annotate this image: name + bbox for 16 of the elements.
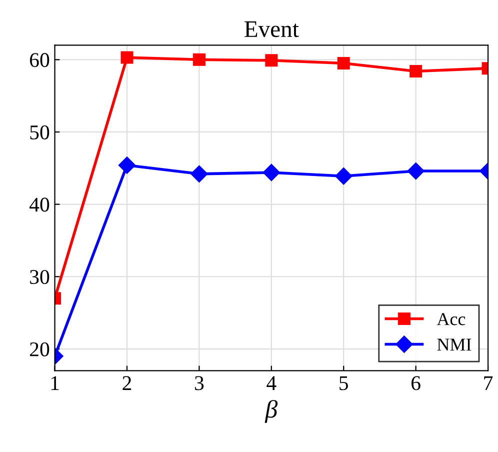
- y-tick-label: 50: [30, 125, 50, 140]
- x-tick-label: 6: [412, 376, 420, 390]
- x-tick-label: 4: [266, 376, 276, 390]
- legend-label: Acc: [436, 313, 466, 326]
- y-tick-label: 20: [30, 342, 50, 356]
- chart-title: Event: [244, 21, 299, 38]
- legend-label: NMI: [437, 338, 472, 351]
- x-axis-title: β: [264, 400, 278, 423]
- x-tick-label: 5: [340, 376, 348, 390]
- y-tick-label: 30: [30, 270, 50, 284]
- x-tick-label: 7: [484, 376, 493, 390]
- x-tick-label: 2: [122, 376, 132, 390]
- x-tick-label: 1: [51, 376, 59, 390]
- y-tick-label: 60: [30, 53, 50, 68]
- y-tick-label: 40: [29, 198, 50, 212]
- x-tick-label: 3: [194, 376, 204, 390]
